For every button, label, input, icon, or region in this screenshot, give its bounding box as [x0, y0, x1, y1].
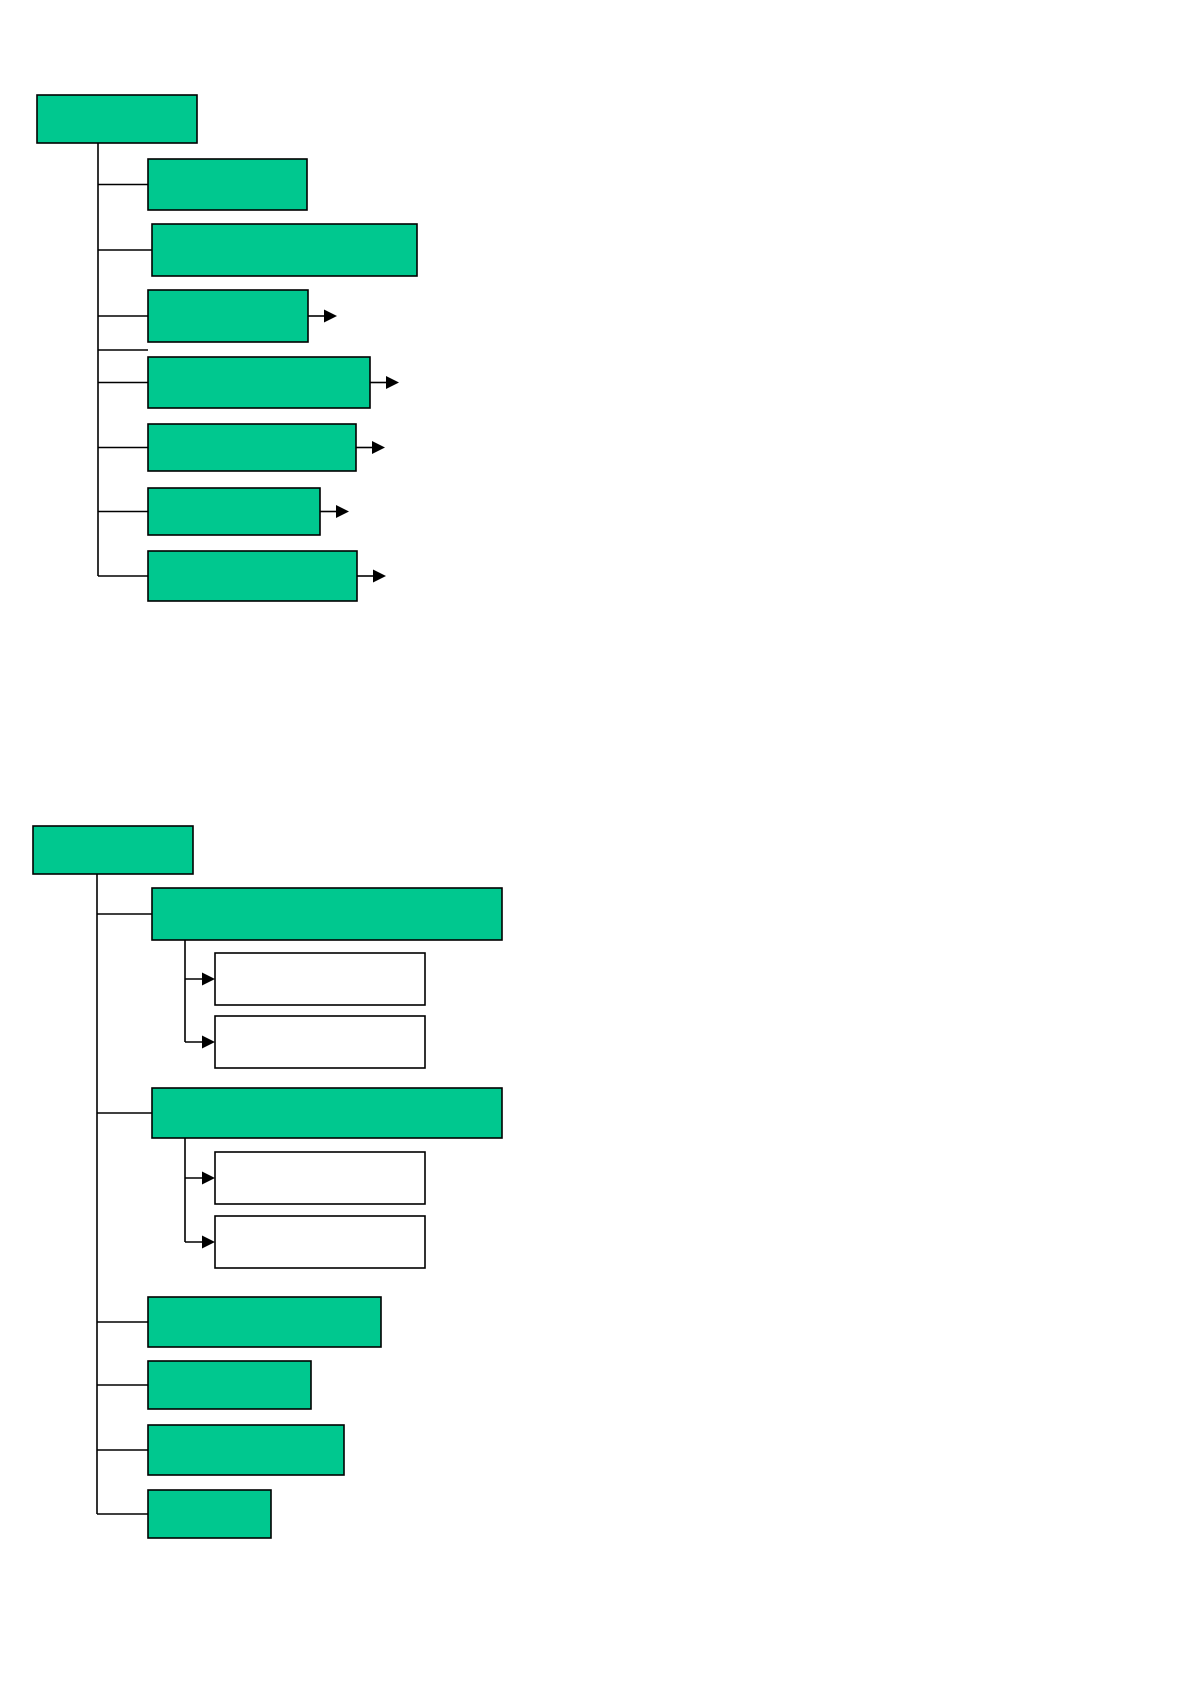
node-box	[147, 1489, 272, 1539]
node-box	[147, 158, 308, 211]
node-box	[147, 550, 358, 602]
node-box	[147, 487, 321, 536]
node-box	[151, 223, 418, 277]
node-box	[147, 1424, 345, 1476]
node-box	[147, 356, 371, 409]
arrowhead-icon	[336, 505, 349, 518]
node-box	[147, 289, 309, 343]
arrowhead-icon	[324, 309, 337, 323]
arrowhead-icon	[372, 441, 385, 454]
sub-node-box	[214, 1151, 426, 1205]
node-box	[147, 1296, 382, 1348]
root-node-box	[32, 825, 194, 875]
sub-node-box	[214, 952, 426, 1006]
arrowhead-icon	[386, 376, 399, 389]
node-box	[151, 887, 503, 941]
node-box	[147, 1360, 312, 1410]
arrowhead-icon	[373, 569, 386, 583]
arrowhead-icon	[202, 1235, 215, 1249]
arrowhead-icon	[202, 1171, 215, 1185]
sub-node-box	[214, 1015, 426, 1069]
node-box	[147, 423, 357, 472]
arrowhead-icon	[202, 972, 215, 986]
arrowhead-icon	[202, 1035, 215, 1049]
node-box	[151, 1087, 503, 1139]
sub-node-box	[214, 1215, 426, 1269]
root-node-box	[36, 94, 198, 144]
